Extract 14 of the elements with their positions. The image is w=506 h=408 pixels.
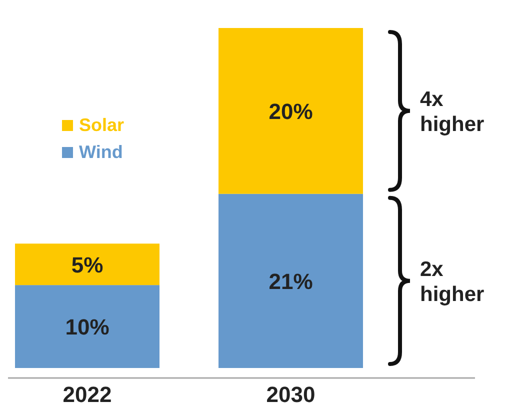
data-label: 21% [268,268,313,294]
data-label: 10% [65,314,110,340]
bar [218,28,363,194]
bar [218,194,363,368]
text: 4x higher [420,88,484,136]
x-tick-label: 2022 [62,382,112,407]
bar [15,285,160,368]
x-tick-label: 2030 [266,382,316,407]
data-label: 5% [71,252,104,278]
legend-label: Solar [79,115,124,135]
data-label: 20% [268,98,313,124]
bar [15,244,160,286]
text: 2x higher [420,258,484,306]
legend-label: Wind [79,142,123,162]
